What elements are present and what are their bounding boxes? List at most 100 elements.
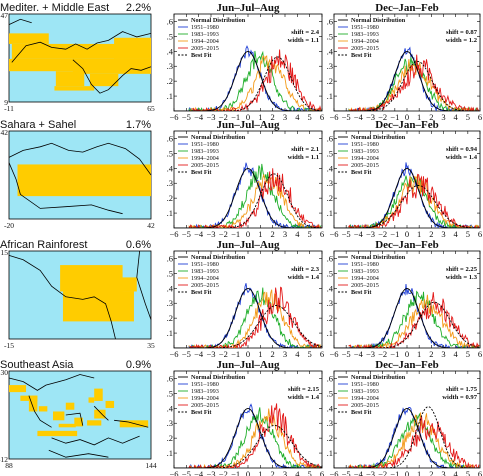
panel-3-1: Jun–Jul–Aug −6 −5 −4 −3 −2 −1 0 1 2 3 4 5 6 .1 .2 .3 .4 .5…: [167, 239, 325, 359]
legend-label: 1994–2004: [351, 395, 379, 402]
x-tick-label: −5: [182, 112, 191, 122]
x-tick-label: −5: [182, 229, 191, 239]
legend-label: 1994–2004: [191, 275, 219, 282]
series-1: [348, 283, 480, 348]
y-tick-label: .3: [167, 298, 173, 308]
plot-area: [334, 406, 480, 468]
series-2: [348, 290, 480, 348]
x-tick-label: 6: [478, 229, 482, 239]
map-land-cell: [28, 395, 38, 412]
region-map: 42 -20 42: [1, 128, 156, 230]
x-tick-label: 1: [417, 349, 421, 359]
y-tick-label: .4: [167, 403, 174, 413]
map-lon-left: 88: [5, 461, 13, 470]
region-map: 15 -15 35: [1, 248, 156, 350]
panel-1-2: Dec–Jan–Feb −6 −5 −4 −3 −2 −1 0 1 2 3 4 5 6 .1 .2 .3 .4 .5…: [327, 2, 483, 122]
map-lat-top: 15: [1, 248, 9, 257]
y-tick-label: .6: [327, 16, 333, 26]
map-land-cell: [37, 430, 78, 437]
width-label: width = 1.4: [446, 154, 478, 161]
x-tick-label: −2: [378, 112, 387, 122]
x-tick-label: 6: [478, 469, 482, 476]
legend-label: 2005–2015: [351, 45, 379, 52]
plot-area: [174, 403, 322, 468]
region-title: Mediter. + Middle East: [0, 2, 109, 14]
region-row-2: Sahara + Sahel 1.7% 42 -20 42: [0, 119, 155, 230]
x-tick-label: 5: [308, 112, 312, 122]
x-tick-label: 0: [405, 112, 409, 122]
x-tick-label: 2: [271, 349, 275, 359]
x-tick-label: 2: [271, 229, 275, 239]
panel-3-2: Dec–Jan–Feb −6 −5 −4 −3 −2 −1 0 1 2 3 4 5 6 .1 .2 .3 .4 .5…: [327, 239, 483, 359]
legend-label: Normal Distribution: [351, 254, 406, 261]
map-coastline: [8, 142, 152, 215]
x-tick-label: −5: [182, 349, 191, 359]
legend: Normal Distribution1951–19801983–1993199…: [338, 254, 406, 296]
x-tick-label: 4: [454, 229, 459, 239]
y-tick-label: .6: [327, 373, 333, 383]
panel-title: Dec–Jan–Feb: [375, 359, 439, 371]
legend-label: 1951–1980: [351, 141, 379, 148]
width-label: width = 1.3: [446, 274, 478, 281]
series-3: [188, 55, 322, 111]
panel-2-2: Dec–Jan–Feb −6 −5 −4 −3 −2 −1 0 1 2 3 4 5 6 .1 .2 .3 .4 .5…: [327, 119, 483, 239]
width-label: width = 1.1: [288, 37, 319, 44]
x-tick-label: 5: [466, 349, 470, 359]
x-tick-label: 2: [429, 469, 433, 476]
legend-label: 1983–1993: [191, 148, 219, 155]
legend-label: Normal Distribution: [191, 374, 246, 381]
map-coastline: [8, 18, 152, 94]
normal-distribution-curve: [174, 288, 322, 348]
x-tick-label: −3: [366, 349, 375, 359]
map-lon-left: -11: [4, 104, 14, 113]
x-tick-label: −2: [378, 349, 387, 359]
y-tick-label: .5: [327, 268, 333, 278]
legend-label: Best Fit: [351, 409, 372, 416]
best-fit-curve: [334, 60, 480, 111]
y-tick-label: .3: [327, 418, 333, 428]
legend-label: Normal Distribution: [191, 254, 246, 261]
x-tick-label: 6: [320, 229, 324, 239]
legend: Normal Distribution1951–19801983–1993199…: [338, 134, 406, 176]
x-tick-label: −3: [366, 112, 375, 122]
map-lon-right: 144: [145, 461, 157, 470]
x-tick-label: −3: [206, 469, 215, 476]
plot-area: [334, 283, 480, 348]
legend-label: Normal Distribution: [191, 17, 246, 24]
plot-area: [174, 162, 322, 228]
panel-4-2: Dec–Jan–Feb −6 −5 −4 −3 −2 −1 0 1 2 3 4 5 6 .1 .2 .3 .4 .5…: [327, 359, 483, 476]
legend-label: 2005–2015: [351, 162, 379, 169]
x-tick-label: 4: [295, 469, 300, 476]
x-tick-label: 3: [441, 469, 445, 476]
shift-label: shift = 2.15: [288, 386, 320, 393]
x-tick-label: 4: [454, 469, 459, 476]
legend-label: 1994–2004: [351, 38, 379, 45]
shift-label: shift = 2.25: [446, 266, 478, 273]
legend-label: 1951–1980: [351, 381, 379, 388]
map-land-cell: [58, 423, 76, 428]
x-tick-label: 3: [283, 229, 287, 239]
map-land-cell: [9, 58, 83, 72]
x-tick-label: −2: [378, 469, 387, 476]
y-tick-label: .2: [327, 433, 333, 443]
panel-2-1: Jun–Jul–Aug −6 −5 −4 −3 −2 −1 0 1 2 3 4 5 6 .1 .2 .3 .4 .5…: [167, 119, 325, 239]
plot-area: [174, 283, 322, 348]
y-tick-label: .4: [327, 46, 334, 56]
x-tick-label: 5: [308, 229, 312, 239]
x-tick-label: −4: [354, 349, 364, 359]
x-tick-label: 6: [478, 112, 482, 122]
y-tick-label: .2: [167, 313, 173, 323]
x-tick-label: 2: [429, 229, 433, 239]
legend-label: Best Fit: [191, 52, 212, 59]
y-tick-label: .5: [327, 388, 333, 398]
region-percentage: 1.7%: [126, 119, 151, 131]
panel-title: Dec–Jan–Feb: [375, 2, 439, 14]
x-tick-label: 3: [441, 112, 445, 122]
panel-title: Dec–Jan–Feb: [375, 119, 439, 131]
legend-label: 2005–2015: [191, 402, 219, 409]
y-tick-label: .6: [167, 373, 173, 383]
x-tick-label: −6: [169, 112, 178, 122]
x-tick-label: −6: [329, 112, 338, 122]
x-tick-label: −1: [231, 349, 240, 359]
